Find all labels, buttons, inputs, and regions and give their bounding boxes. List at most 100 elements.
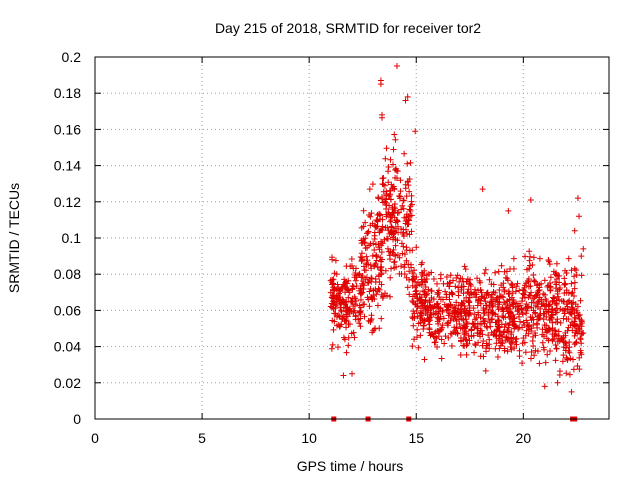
data-point — [496, 287, 503, 294]
data-point — [383, 195, 390, 202]
data-point — [490, 281, 497, 288]
data-point — [406, 188, 413, 195]
data-point — [411, 267, 418, 274]
data-point — [451, 304, 458, 311]
data-point — [351, 307, 358, 314]
data-point — [392, 242, 399, 249]
data-point — [352, 277, 359, 284]
data-point — [475, 339, 482, 346]
data-point — [548, 315, 555, 322]
data-point — [573, 339, 580, 346]
data-point — [536, 360, 543, 367]
data-point — [578, 340, 585, 347]
data-point — [381, 236, 388, 243]
data-point — [529, 262, 536, 269]
data-point — [434, 344, 441, 351]
data-point — [337, 304, 344, 311]
data-point — [522, 349, 529, 356]
y-tick-label: 0.1 — [62, 230, 82, 246]
data-point — [505, 207, 512, 214]
data-point — [539, 326, 546, 333]
data-point — [386, 252, 393, 259]
data-point — [447, 317, 454, 324]
data-point — [415, 344, 422, 351]
data-point — [580, 245, 587, 252]
data-point — [441, 340, 448, 347]
data-point — [359, 256, 366, 263]
data-point — [336, 323, 343, 330]
y-tick-label: 0.18 — [54, 85, 81, 101]
data-point — [457, 351, 464, 358]
data-point — [393, 263, 400, 270]
data-point — [499, 304, 506, 311]
data-point — [374, 264, 381, 271]
data-point — [486, 276, 493, 283]
data-point — [473, 315, 480, 322]
data-point — [351, 334, 358, 341]
data-point — [437, 327, 444, 334]
data-point — [571, 279, 578, 286]
data-point — [437, 296, 444, 303]
data-point — [412, 284, 419, 291]
data-point — [443, 291, 450, 298]
y-tick-label: 0.14 — [54, 158, 81, 174]
data-point — [412, 278, 419, 285]
data-point — [403, 230, 410, 237]
data-point — [439, 322, 446, 329]
data-point — [511, 345, 518, 352]
data-point — [562, 339, 569, 346]
data-point — [494, 295, 501, 302]
data-point — [353, 283, 360, 290]
data-point — [350, 309, 357, 316]
data-point — [361, 301, 368, 308]
data-point — [492, 345, 499, 352]
data-point — [371, 229, 378, 236]
data-point — [542, 296, 549, 303]
data-point — [344, 280, 351, 287]
data-point — [392, 252, 399, 259]
data-point — [471, 349, 478, 356]
data-point — [461, 331, 468, 338]
data-point — [345, 342, 352, 349]
data-point — [485, 316, 492, 323]
x-tick-label: 15 — [408, 430, 424, 446]
data-point — [523, 327, 530, 334]
data-point — [385, 164, 392, 171]
data-point — [578, 253, 585, 260]
data-point — [553, 345, 560, 352]
data-point — [557, 319, 564, 326]
data-point — [492, 269, 499, 276]
data-point — [546, 261, 553, 268]
data-point — [418, 296, 425, 303]
data-point — [403, 274, 410, 281]
data-point — [343, 349, 350, 356]
data-point — [421, 279, 428, 286]
data-point — [360, 286, 367, 293]
data-point — [329, 256, 336, 263]
data-point — [397, 188, 404, 195]
x-tick-label: 5 — [198, 430, 206, 446]
data-point — [410, 273, 417, 280]
data-point — [421, 356, 428, 363]
data-point — [374, 302, 381, 309]
data-point — [338, 308, 345, 315]
data-point — [479, 186, 486, 193]
data-point — [501, 323, 508, 330]
x-tick-label: 0 — [91, 430, 99, 446]
data-point — [390, 246, 397, 253]
data-point — [495, 317, 502, 324]
data-point — [558, 335, 565, 342]
data-point — [379, 227, 386, 234]
data-point — [554, 316, 561, 323]
data-point — [536, 294, 543, 301]
data-point — [577, 347, 584, 354]
data-point — [464, 288, 471, 295]
data-point — [365, 279, 372, 286]
data-point — [506, 320, 513, 327]
data-point — [387, 156, 394, 163]
data-point — [485, 311, 492, 318]
data-point — [508, 316, 515, 323]
data-point — [522, 332, 529, 339]
data-point — [530, 343, 537, 350]
data-point — [350, 329, 357, 336]
